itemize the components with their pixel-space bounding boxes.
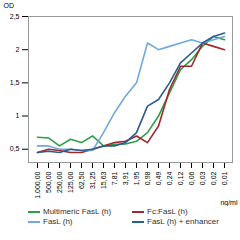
svg-text:OD: OD — [4, 2, 15, 9]
svg-text:0,5: 0,5 — [10, 145, 20, 152]
svg-text:0,01: 0,01 — [221, 171, 228, 185]
svg-text:15,63: 15,63 — [100, 171, 107, 189]
svg-text:0,24: 0,24 — [166, 171, 173, 185]
svg-text:0,98: 0,98 — [144, 171, 151, 185]
svg-text:0,06: 0,06 — [188, 171, 195, 185]
html-text:Multimeric FasL (h): Multimeric FasL (h) — [43, 207, 112, 216]
svg-text:0,02: 0,02 — [210, 171, 217, 185]
svg-text:3,91: 3,91 — [122, 171, 129, 185]
html-text:Fc:FasL (h): Fc:FasL (h) — [147, 207, 188, 216]
svg-text:0,03: 0,03 — [199, 171, 206, 185]
svg-text:0,12: 0,12 — [177, 171, 184, 185]
svg-text:31,25: 31,25 — [89, 171, 96, 189]
svg-text:250,00: 250,00 — [56, 171, 63, 193]
svg-text:7,81: 7,81 — [111, 171, 118, 185]
svg-text:1.000,00: 1.000,00 — [34, 171, 41, 198]
html-text:FasL (h): FasL (h) — [43, 217, 73, 226]
svg-text:125,00: 125,00 — [67, 171, 74, 193]
svg-text:0,49: 0,49 — [155, 171, 162, 185]
svg-text:500,00: 500,00 — [45, 171, 52, 193]
svg-text:2: 2 — [16, 46, 20, 53]
svg-text:ng/ml: ng/ml — [220, 199, 238, 207]
svg-text:2,5: 2,5 — [10, 13, 20, 20]
svg-text:1: 1 — [16, 112, 20, 119]
svg-text:1,95: 1,95 — [133, 171, 140, 185]
svg-text:62,50: 62,50 — [78, 171, 85, 189]
svg-text:1,5: 1,5 — [10, 79, 20, 86]
html-text:FasL (h) + enhancer: FasL (h) + enhancer — [147, 217, 219, 226]
